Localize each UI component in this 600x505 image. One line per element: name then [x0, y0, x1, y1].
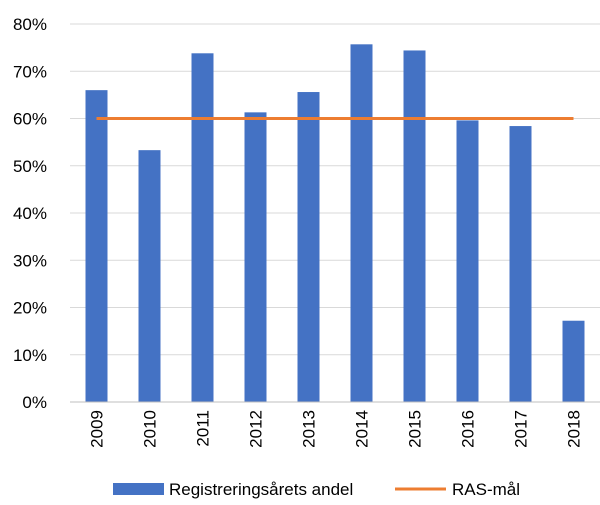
legend-bar-label: Registreringsårets andel [169, 480, 353, 499]
y-tick-label: 30% [13, 251, 47, 270]
bar-2018 [562, 320, 585, 402]
x-axis-ticks: 2009 2010 2011 2012 2013 2014 2015 2016 2017 2018 [88, 410, 584, 448]
legend: Registreringsårets andel RAS-mål [113, 480, 520, 499]
x-tick-label: 2011 [194, 410, 213, 447]
bar-2015 [403, 50, 426, 403]
y-tick-label: 60% [13, 110, 47, 129]
legend-item-line: RAS-mål [395, 480, 520, 499]
x-tick-label: 2010 [141, 410, 160, 448]
legend-line-label: RAS-mål [452, 480, 520, 499]
bar-2014 [350, 44, 373, 402]
x-tick-label: 2014 [353, 410, 372, 448]
bar-series [85, 44, 585, 403]
x-tick-label: 2012 [247, 410, 266, 448]
y-tick-label: 10% [13, 346, 47, 365]
bar-2016 [456, 120, 479, 402]
y-tick-label: 70% [13, 62, 47, 81]
bar-2010 [138, 150, 161, 402]
bar-2012 [244, 112, 267, 403]
x-tick-label: 2009 [88, 410, 107, 448]
bar-2011 [191, 53, 214, 403]
bar-2013 [297, 92, 320, 402]
x-tick-label: 2015 [406, 410, 425, 448]
y-axis-ticks: 0% 10% 20% 30% 40% 50% 60% 70% 80% [13, 15, 47, 412]
x-tick-label: 2016 [459, 410, 478, 448]
y-tick-label: 20% [13, 299, 47, 318]
legend-item-bars: Registreringsårets andel [113, 480, 353, 499]
y-tick-label: 40% [13, 204, 47, 223]
bar-2009 [85, 90, 108, 403]
x-tick-label: 2013 [300, 410, 319, 448]
x-tick-label: 2018 [565, 410, 584, 448]
legend-bar-swatch [113, 483, 164, 495]
y-tick-label: 0% [22, 393, 47, 412]
x-tick-label: 2017 [512, 410, 531, 448]
y-tick-label: 50% [13, 157, 47, 176]
y-tick-label: 80% [13, 15, 47, 34]
bar-2017 [509, 126, 532, 402]
